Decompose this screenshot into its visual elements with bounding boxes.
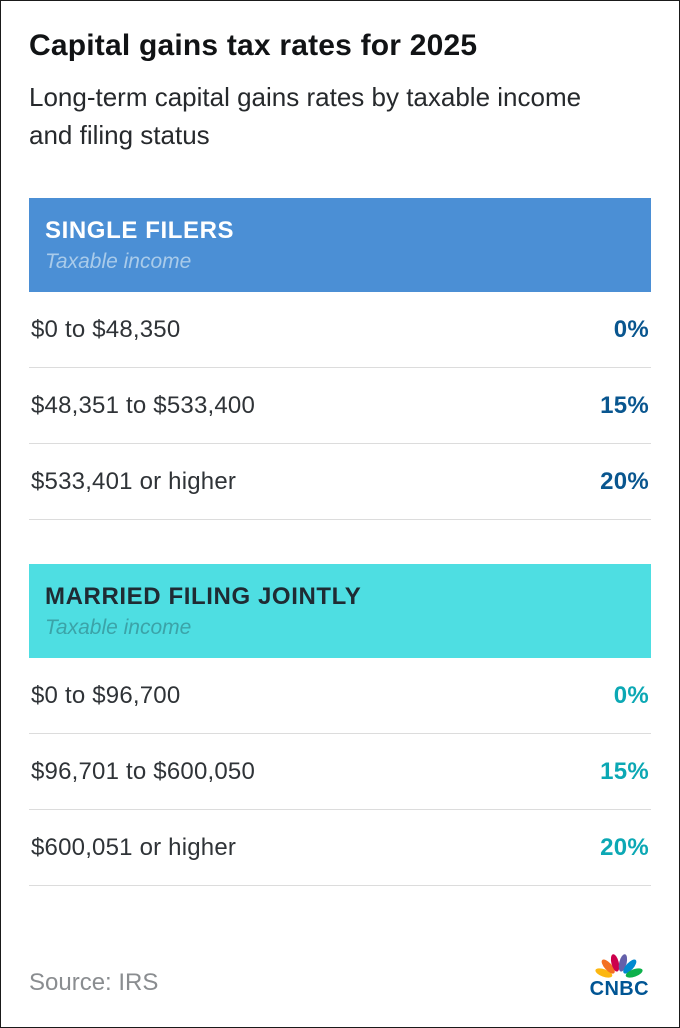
- income-range: $0 to $96,700: [31, 682, 181, 710]
- source-text: Source: IRS: [29, 969, 159, 996]
- married-filing-jointly-section: MARRIED FILING JOINTLY Taxable income $0…: [29, 564, 651, 887]
- single-filers-section: SINGLE FILERS Taxable income $0 to $48,3…: [29, 198, 651, 521]
- tax-rate: 0%: [613, 316, 649, 344]
- tax-rate: 20%: [600, 834, 649, 862]
- cnbc-wordmark: CNBC: [589, 978, 649, 1000]
- tax-rate: 15%: [600, 758, 649, 786]
- section-header-label: SINGLE FILERS: [45, 217, 235, 245]
- cnbc-logo: CNBC: [590, 948, 651, 1001]
- table-row: $533,401 or higher 20%: [29, 444, 651, 521]
- income-range: $0 to $48,350: [31, 316, 181, 344]
- table-row: $96,701 to $600,050 15%: [29, 734, 651, 811]
- single-filers-header: SINGLE FILERS Taxable income: [29, 198, 651, 293]
- section-header-label: MARRIED FILING JOINTLY: [45, 583, 362, 611]
- tax-rate: 20%: [600, 468, 649, 496]
- section-header-subtitle: Taxable income: [45, 250, 192, 274]
- income-range: $600,051 or higher: [31, 834, 237, 862]
- section-header-subtitle: Taxable income: [45, 616, 192, 640]
- table-row: $0 to $96,700 0%: [29, 658, 651, 735]
- table-row: $0 to $48,350 0%: [29, 292, 651, 369]
- cnbc-peacock-icon: [595, 954, 643, 978]
- page-subtitle: Long-term capital gains rates by taxable…: [29, 82, 582, 150]
- income-range: $96,701 to $600,050: [31, 758, 256, 786]
- tax-rate: 15%: [600, 392, 649, 420]
- married-filing-jointly-header: MARRIED FILING JOINTLY Taxable income: [29, 564, 651, 659]
- table-row: $48,351 to $533,400 15%: [29, 368, 651, 445]
- table-row: $600,051 or higher 20%: [29, 810, 651, 887]
- tax-rate: 0%: [613, 682, 649, 710]
- income-range: $48,351 to $533,400: [31, 392, 256, 420]
- footer: Source: IRS CNBC: [29, 948, 651, 1001]
- page-title: Capital gains tax rates for 2025: [29, 29, 478, 62]
- income-range: $533,401 or higher: [31, 468, 237, 496]
